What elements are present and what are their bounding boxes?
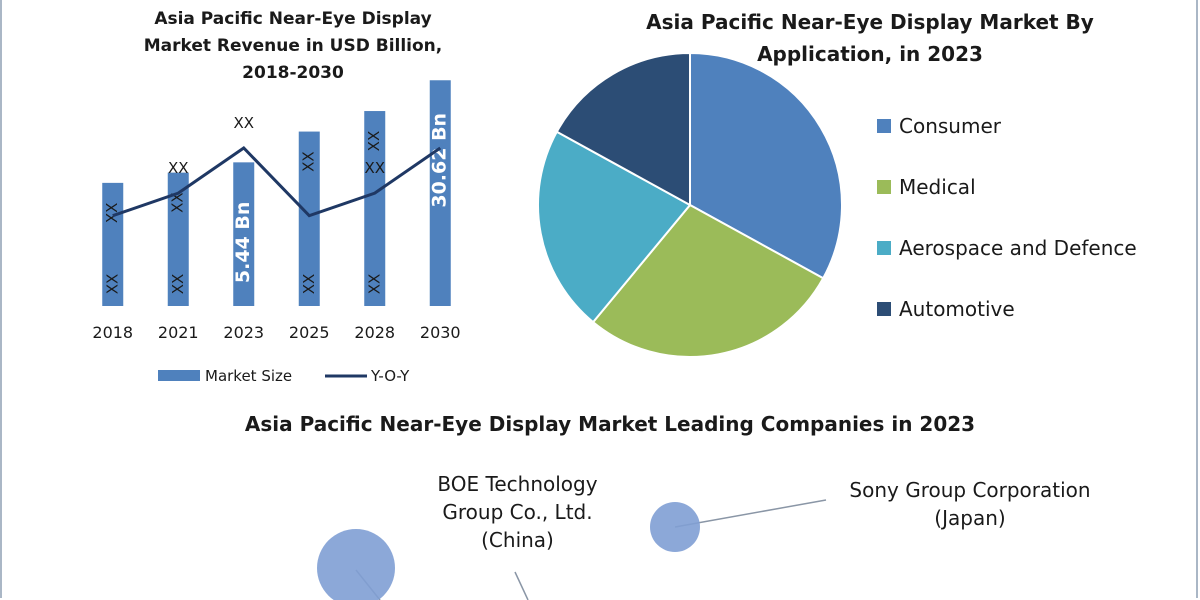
x-tick-2030: 2030	[420, 323, 461, 342]
bar-chart-title: Asia Pacific Near-Eye Display Market Rev…	[118, 6, 468, 87]
x-tick-2018: 2018	[92, 323, 133, 342]
bar-base-label-2018: XX	[103, 274, 121, 295]
company-sony-label: Sony Group Corporation (Japan)	[830, 476, 1110, 532]
x-tick-2023: 2023	[223, 323, 264, 342]
bar-2025	[298, 131, 320, 306]
pie-slice-aerospace-and-defence	[537, 130, 692, 324]
pie-chart-title-line-2: Application, in 2023	[757, 42, 983, 66]
bar-data-label-2030: 30.62 Bn	[429, 113, 451, 208]
bar-data-label-2021: XX	[169, 192, 187, 213]
bar-chart-title-line-3: 2018-2030	[242, 63, 344, 83]
pie-legend-label-automotive: Automotive	[899, 297, 1015, 321]
bar-2030	[429, 80, 451, 307]
company-bubble-sony	[650, 502, 700, 552]
yoy-data-label-2021: XX	[168, 159, 189, 177]
companies-title: Asia Pacific Near-Eye Display Market Lea…	[244, 412, 976, 436]
x-tick-2025: 2025	[289, 323, 330, 342]
company-boe-line-3: (China)	[481, 528, 554, 552]
pie-chart-title: Asia Pacific Near-Eye Display Market By …	[600, 6, 1140, 70]
company-boe-label: BOE Technology Group Co., Ltd. (China)	[405, 470, 630, 554]
bar-data-label-2025: XX	[300, 151, 318, 172]
bar-2023	[233, 162, 255, 306]
company-sony-line-2: (Japan)	[934, 506, 1006, 530]
pie-legend-swatch-medical	[877, 180, 891, 194]
pie-chart: Consumer Medical Aerospace and Defence Auto…	[537, 51, 1137, 358]
company-sony-line-1: Sony Group Corporation	[849, 478, 1091, 502]
bar-data-label-2023: 5.44 Bn	[232, 202, 254, 284]
yoy-data-label-2028: XX	[364, 159, 385, 177]
pie-legend-label-aerospace-and-defence: Aerospace and Defence	[899, 236, 1137, 260]
yoy-line	[112, 146, 442, 218]
legend-yoy-label: Y-O-Y	[370, 367, 410, 385]
bar-chart-title-line-2: Market Revenue in USD Billion,	[143, 36, 443, 56]
legend-market-size-label: Market Size	[205, 367, 292, 385]
bar-data-label-2018: XX	[103, 203, 121, 224]
bar-base-label-2021: XX	[169, 274, 187, 295]
bar-chart: XX XX 2018 XX XX 2021 5.44 Bn 2023 XX XX 2025 XX XX 2…	[92, 80, 461, 385]
boe-leader-line	[514, 571, 529, 600]
yoy-data-label-2023: XX	[233, 114, 254, 132]
company-boe-line-1: BOE Technology	[437, 472, 598, 496]
company-boe-line-2: Group Co., Ltd.	[442, 500, 593, 524]
bar-2021	[167, 172, 189, 306]
bar-base-label-2025: XX	[300, 274, 318, 295]
pie-legend-swatch-consumer	[877, 119, 891, 133]
company-bubble-large	[317, 529, 395, 600]
pie-slice-automotive	[555, 51, 691, 207]
pie-legend-label-consumer: Consumer	[899, 114, 1002, 138]
bar-chart-title-line-1: Asia Pacific Near-Eye Display	[154, 9, 432, 29]
pie-slice-medical	[591, 203, 825, 358]
x-tick-2028: 2028	[354, 323, 395, 342]
bar-2028	[364, 111, 386, 306]
legend-market-size-swatch	[158, 370, 200, 381]
pie-legend-swatch-automotive	[877, 302, 891, 316]
pie-legend-label-medical: Medical	[899, 175, 976, 199]
pie-chart-title-line-1: Asia Pacific Near-Eye Display Market By	[646, 10, 1094, 34]
sony-leader-line	[674, 499, 827, 528]
pie-legend-swatch-aerospace-and-defence	[877, 241, 891, 255]
pie-slice-consumer	[689, 51, 843, 280]
bar-base-label-2028: XX	[365, 274, 383, 295]
bar-data-label-2028: XX	[365, 131, 383, 152]
x-tick-2021: 2021	[158, 323, 199, 342]
